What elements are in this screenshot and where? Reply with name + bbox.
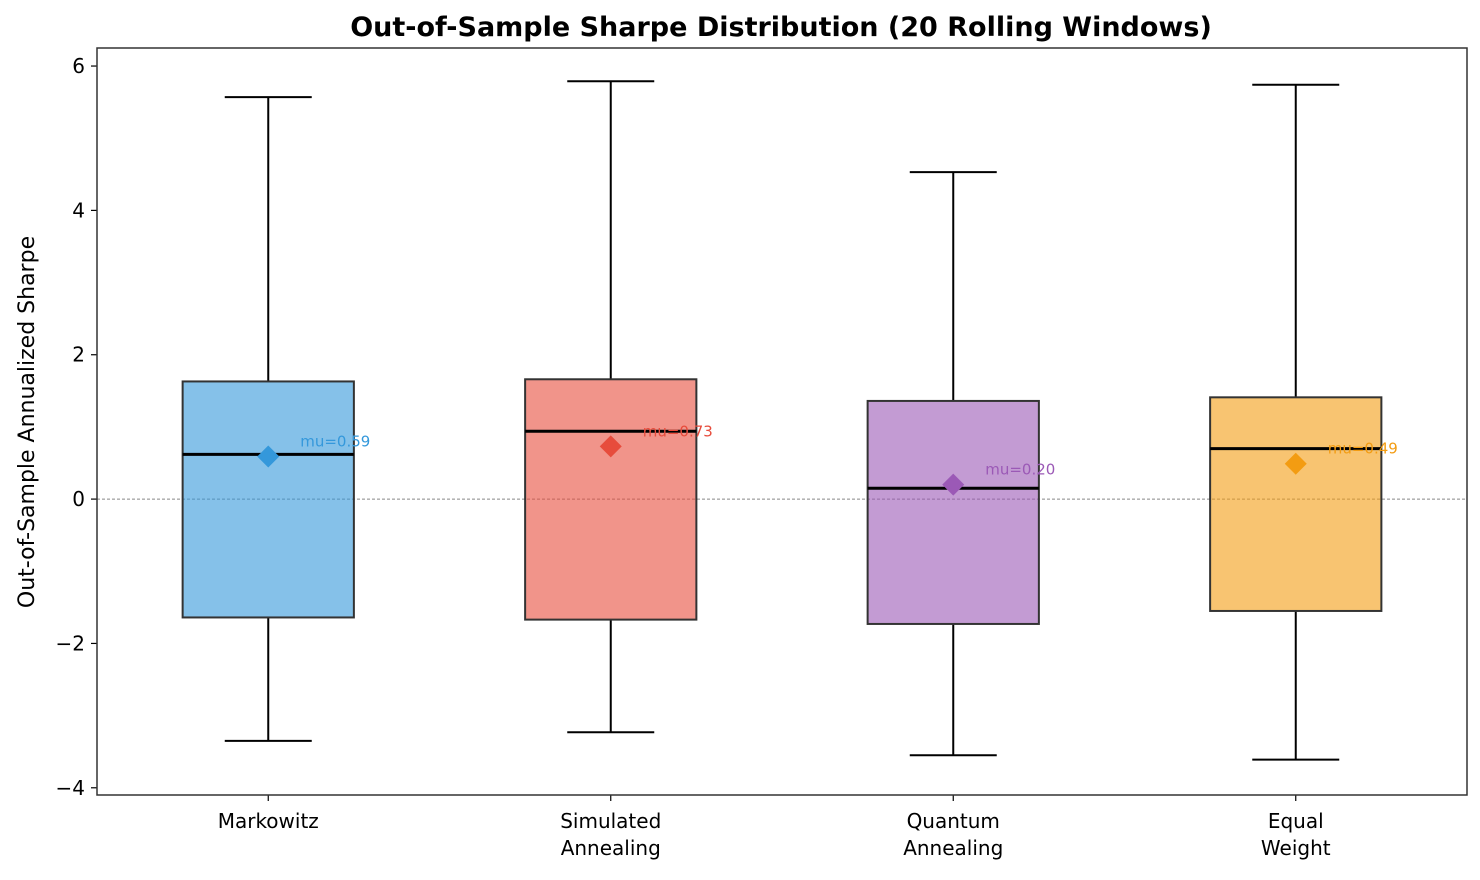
- iqr-box: [866, 399, 1040, 625]
- x-tick-label: Quantum: [907, 809, 1000, 833]
- iqr-box: [524, 378, 698, 621]
- y-tick-label: 6: [72, 54, 85, 78]
- x-tick-label: Markowitz: [218, 809, 319, 833]
- y-tick-label: 2: [72, 343, 85, 367]
- box-group: mu=0.20 Quantum Annealing: [866, 171, 1055, 860]
- y-axis-label: Out-of-Sample Annualized Sharpe: [15, 236, 40, 608]
- chart-title: Out-of-Sample Sharpe Distribution (20 Ro…: [350, 12, 1212, 43]
- plot-frame: [96, 47, 1468, 796]
- mean-label: mu=0.49: [1328, 440, 1398, 458]
- iqr-box: [181, 380, 355, 619]
- mean-marker: [942, 473, 965, 496]
- y-tick-label: −4: [56, 776, 85, 800]
- mean-label: mu=0.20: [985, 461, 1055, 479]
- mean-marker: [257, 445, 280, 468]
- y-tick-label: 0: [72, 487, 85, 511]
- box-group: mu=0.49 Equal Weight: [1209, 83, 1398, 860]
- box-group: mu=0.59 Markowitz: [181, 96, 370, 833]
- plot-area: mu=0.59 Markowitz mu=0.73 Simulated Annealin…: [56, 47, 1468, 860]
- x-tick-label: Annealing: [903, 836, 1003, 860]
- mean-label: mu=0.59: [300, 433, 370, 451]
- x-tick-label: Weight: [1261, 836, 1331, 860]
- x-tick-label: Annealing: [561, 836, 661, 860]
- y-tick-label: 4: [72, 198, 85, 222]
- x-tick-label: Equal: [1268, 809, 1324, 833]
- mean-marker: [1284, 452, 1307, 475]
- mean-marker: [599, 435, 622, 458]
- iqr-box: [1209, 396, 1383, 612]
- y-tick-label: −2: [56, 631, 85, 655]
- mean-label: mu=0.73: [643, 422, 713, 440]
- x-tick-label: Simulated: [560, 809, 661, 833]
- box-group: mu=0.73 Simulated Annealing: [524, 80, 713, 860]
